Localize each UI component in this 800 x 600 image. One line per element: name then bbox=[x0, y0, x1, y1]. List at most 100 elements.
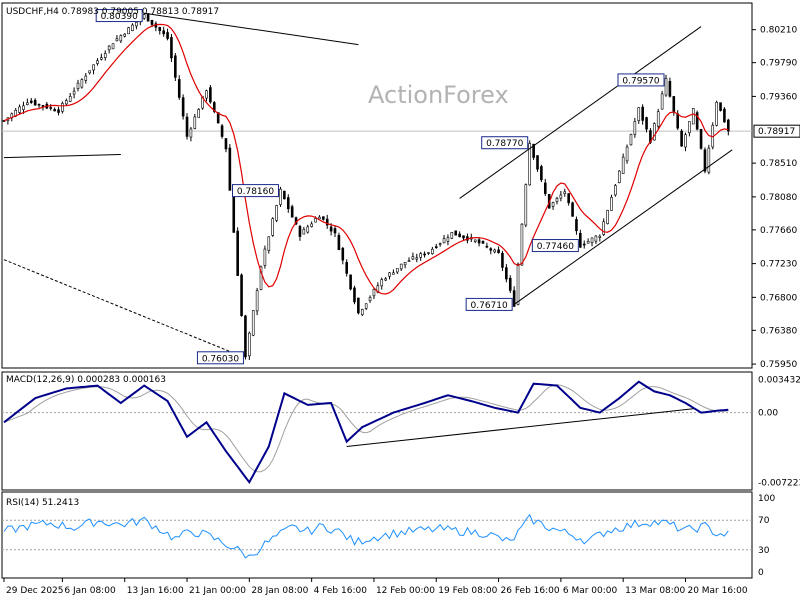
price-label: 0.77460 bbox=[531, 239, 579, 253]
candle-body bbox=[462, 235, 465, 239]
candle-body bbox=[220, 125, 224, 137]
candle-body bbox=[286, 197, 290, 210]
y-tick-label: 0.77660 bbox=[760, 226, 797, 236]
candle-body bbox=[625, 146, 629, 162]
candle-body bbox=[501, 252, 504, 268]
trendlines bbox=[3, 12, 733, 359]
y-tick-label: 0.78080 bbox=[760, 193, 797, 203]
candle-body bbox=[660, 93, 664, 110]
candle-body bbox=[672, 96, 676, 113]
candle-body bbox=[372, 289, 376, 297]
candle-body bbox=[380, 279, 384, 287]
candle-body bbox=[290, 206, 294, 218]
candle-body bbox=[536, 155, 539, 170]
price-label-box bbox=[231, 184, 279, 198]
candle-body bbox=[454, 230, 458, 236]
pane-frames bbox=[1, 2, 753, 579]
candle-body bbox=[431, 248, 434, 254]
y-tick-label: 0.76380 bbox=[760, 326, 797, 336]
candle-body bbox=[481, 241, 485, 244]
candle-body bbox=[111, 43, 115, 50]
candle-body bbox=[337, 235, 341, 251]
candle-body bbox=[411, 256, 415, 260]
y-tick-label: 0.79790 bbox=[760, 59, 797, 69]
candle-body bbox=[668, 81, 672, 97]
candle-body bbox=[368, 297, 372, 301]
price-label: 0.79570 bbox=[617, 73, 665, 87]
candle-body bbox=[695, 112, 699, 130]
candle-body bbox=[119, 35, 123, 42]
macd-signal-line bbox=[3, 384, 729, 473]
candle-body bbox=[244, 315, 247, 358]
candle-body bbox=[388, 272, 391, 277]
candle-body bbox=[703, 149, 707, 172]
candle-body bbox=[127, 27, 130, 35]
candle-body bbox=[450, 232, 454, 239]
candle-body bbox=[524, 184, 528, 226]
candle-body bbox=[688, 121, 691, 134]
candle-body bbox=[279, 188, 282, 205]
candle-body bbox=[189, 128, 193, 138]
candle-body bbox=[407, 260, 411, 262]
price-label-text: 0.78160 bbox=[237, 187, 274, 197]
candle-body bbox=[357, 297, 360, 314]
candle-body bbox=[185, 116, 189, 137]
candle-body bbox=[699, 129, 703, 149]
x-tick-label: 29 Dec 2025 bbox=[6, 586, 64, 596]
candle-body bbox=[255, 290, 259, 312]
candle-body bbox=[88, 70, 91, 74]
candle-body bbox=[485, 245, 489, 248]
candle-body bbox=[80, 79, 84, 88]
candle-body bbox=[205, 90, 208, 99]
price-header: USDCHF,H4 0.78983 0.79005 0.78813 0.7891… bbox=[6, 7, 219, 17]
candle-body bbox=[240, 274, 243, 317]
rsi-line bbox=[3, 513, 729, 559]
candle-body bbox=[512, 290, 516, 307]
candle-body bbox=[65, 100, 68, 105]
price-labels: 0.80390 0.78160 0.76030 0.78770 0.77460 0.767… bbox=[95, 9, 665, 365]
candle-body bbox=[606, 210, 609, 224]
y-tick-label: 0.78510 bbox=[760, 159, 797, 169]
candle-body bbox=[170, 37, 173, 59]
candle-body bbox=[96, 60, 99, 64]
candle-body bbox=[84, 75, 88, 81]
candle-body bbox=[209, 87, 212, 103]
trendline bbox=[459, 26, 702, 199]
candle-body bbox=[637, 107, 641, 121]
candle-body bbox=[22, 105, 25, 110]
trendline bbox=[513, 149, 733, 305]
y-tick-label: 0.77230 bbox=[760, 260, 797, 270]
candle-body bbox=[193, 116, 197, 129]
candle-body bbox=[174, 55, 177, 78]
candle-body bbox=[508, 277, 512, 291]
candle-body bbox=[131, 24, 134, 32]
macd-y-tick-label: -0.007223 bbox=[758, 478, 800, 488]
candle-body bbox=[621, 156, 625, 174]
candle-body bbox=[271, 218, 274, 236]
candle-body bbox=[423, 253, 426, 256]
candle-body bbox=[228, 147, 232, 191]
candle-body bbox=[719, 102, 722, 111]
price-label-text: 0.80390 bbox=[101, 12, 138, 22]
candle-body bbox=[617, 170, 621, 183]
candle-body bbox=[633, 121, 637, 135]
candle-body bbox=[18, 106, 21, 113]
candle-body bbox=[267, 236, 271, 251]
candle-body bbox=[446, 237, 450, 242]
candle-body bbox=[166, 32, 169, 39]
price-label-box bbox=[481, 136, 529, 150]
candle-body bbox=[656, 111, 660, 127]
candle-body bbox=[142, 14, 146, 19]
candle-body bbox=[477, 239, 481, 244]
candle-body bbox=[602, 221, 606, 235]
x-tick-label: 13 Mar 08:00 bbox=[625, 586, 685, 596]
candle-body bbox=[473, 239, 477, 242]
candle-body bbox=[72, 90, 76, 95]
candle-body bbox=[263, 248, 267, 266]
candle-body bbox=[419, 253, 422, 258]
x-tick-label: 28 Jan 08:00 bbox=[251, 586, 308, 596]
macd-line bbox=[3, 380, 729, 485]
candle-body bbox=[582, 243, 586, 246]
